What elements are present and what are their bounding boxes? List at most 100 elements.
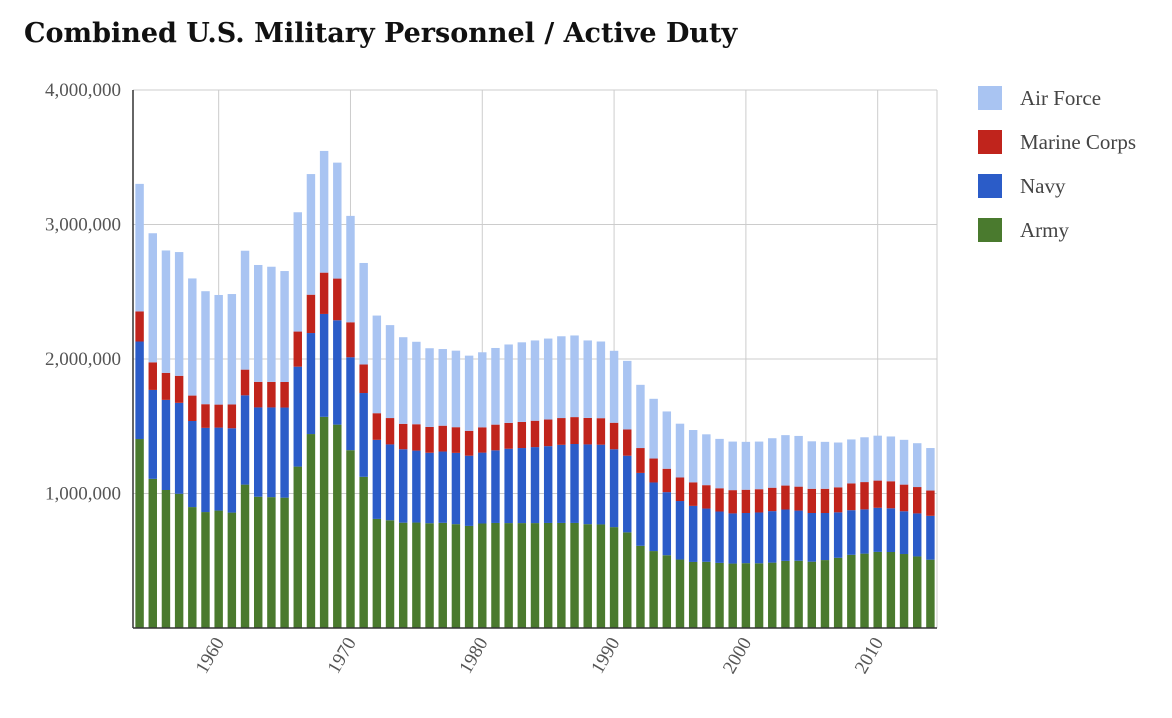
bar-army (267, 497, 276, 628)
bar-marine-corps (161, 372, 171, 400)
bar-air-force (504, 344, 513, 423)
legend-item-navy: Navy (978, 164, 1136, 208)
bar-marine-corps (491, 424, 500, 451)
bar-marine-corps (688, 482, 698, 506)
bar-air-force (333, 162, 342, 279)
bar-army (662, 555, 672, 628)
legend-label: Air Force (1020, 85, 1102, 110)
legend-item-air-force: Air Force (978, 76, 1136, 120)
bar-army (412, 522, 421, 628)
bar-navy (781, 509, 790, 561)
bar-navy (201, 427, 210, 513)
bar-air-force (807, 441, 817, 489)
y-tick-label: 3,000,000 (45, 215, 121, 236)
bar-air-force (649, 398, 658, 459)
bar-army (148, 478, 157, 628)
bar-marine-corps (148, 362, 157, 390)
bar-air-force (346, 215, 355, 323)
bar-navy (583, 444, 592, 525)
bar-army (860, 553, 869, 628)
bar-army (926, 559, 935, 628)
bar-air-force (412, 341, 421, 425)
bar-navy (715, 511, 724, 563)
bar-navy (833, 512, 843, 558)
axes (132, 90, 937, 629)
bar-army (807, 561, 817, 628)
bar-navy (148, 389, 157, 479)
bar-army (649, 551, 658, 628)
bar-navy (557, 444, 566, 523)
bar-navy (451, 452, 461, 525)
bar-navy (926, 515, 935, 560)
legend-label: Army (1020, 217, 1069, 242)
bar-air-force (570, 335, 579, 418)
bar-marine-corps (319, 272, 329, 314)
bar-marine-corps (306, 294, 316, 334)
bar-air-force (491, 347, 500, 425)
bar-army (899, 554, 909, 628)
bar-army (820, 560, 830, 628)
bar-marine-corps (623, 429, 632, 456)
bar-navy (873, 507, 882, 552)
bar-marine-corps (781, 485, 790, 510)
legend-item-army: Army (978, 208, 1136, 252)
bar-air-force (557, 336, 566, 419)
bar-navy (636, 472, 645, 546)
bar-navy (425, 452, 434, 524)
bar-marine-corps (174, 375, 184, 403)
bar-marine-corps (201, 404, 210, 428)
bar-marine-corps (425, 426, 434, 453)
bar-marine-corps (899, 484, 909, 512)
bar-air-force (319, 150, 329, 273)
x-tick-label: 2000 (719, 634, 756, 677)
bar-army (293, 466, 302, 628)
bar-navy (517, 448, 527, 524)
bar-marine-corps (741, 489, 751, 513)
bar-army (280, 497, 289, 628)
bar-marine-corps (833, 487, 843, 513)
bar-army (754, 563, 764, 628)
bar-air-force (214, 294, 223, 405)
bar-army (623, 532, 632, 628)
y-tick-label: 1,000,000 (45, 484, 121, 505)
bar-navy (398, 449, 408, 523)
bar-navy (359, 393, 368, 477)
chart-title: Combined U.S. Military Personnel / Activ… (24, 18, 738, 49)
bar-air-force (688, 430, 698, 483)
bar-marine-corps (517, 421, 527, 449)
bar-navy (728, 513, 737, 564)
bar-marine-corps (557, 418, 566, 445)
bar-marine-corps (464, 430, 474, 456)
bar-air-force (728, 441, 737, 491)
bar-marine-corps (596, 418, 606, 445)
bar-marine-corps (135, 311, 144, 342)
bar-air-force (359, 262, 368, 365)
bar-navy (161, 399, 171, 490)
bars (135, 150, 935, 629)
bar-army (530, 523, 540, 628)
bar-air-force (820, 441, 830, 489)
bar-army (570, 522, 579, 628)
bar-marine-corps (754, 489, 764, 513)
bar-army (174, 493, 184, 628)
bar-army (781, 560, 790, 628)
bar-navy (609, 449, 619, 528)
bar-army (372, 518, 382, 628)
legend-swatch (978, 130, 1002, 154)
bar-air-force (372, 315, 382, 414)
bar-navy (570, 444, 579, 523)
bar-navy (293, 366, 302, 467)
bar-marine-corps (543, 419, 553, 447)
bar-air-force (886, 436, 896, 482)
bar-air-force (847, 439, 856, 484)
bar-army (398, 522, 408, 628)
bar-marine-corps (847, 483, 856, 511)
bar-air-force (398, 337, 408, 424)
bar-navy (254, 407, 263, 497)
legend-label: Marine Corps (1020, 129, 1137, 154)
bar-marine-corps (372, 413, 382, 440)
bar-air-force (280, 271, 289, 382)
bar-marine-corps (227, 404, 237, 429)
bar-navy (886, 508, 896, 553)
bar-marine-corps (649, 458, 658, 483)
